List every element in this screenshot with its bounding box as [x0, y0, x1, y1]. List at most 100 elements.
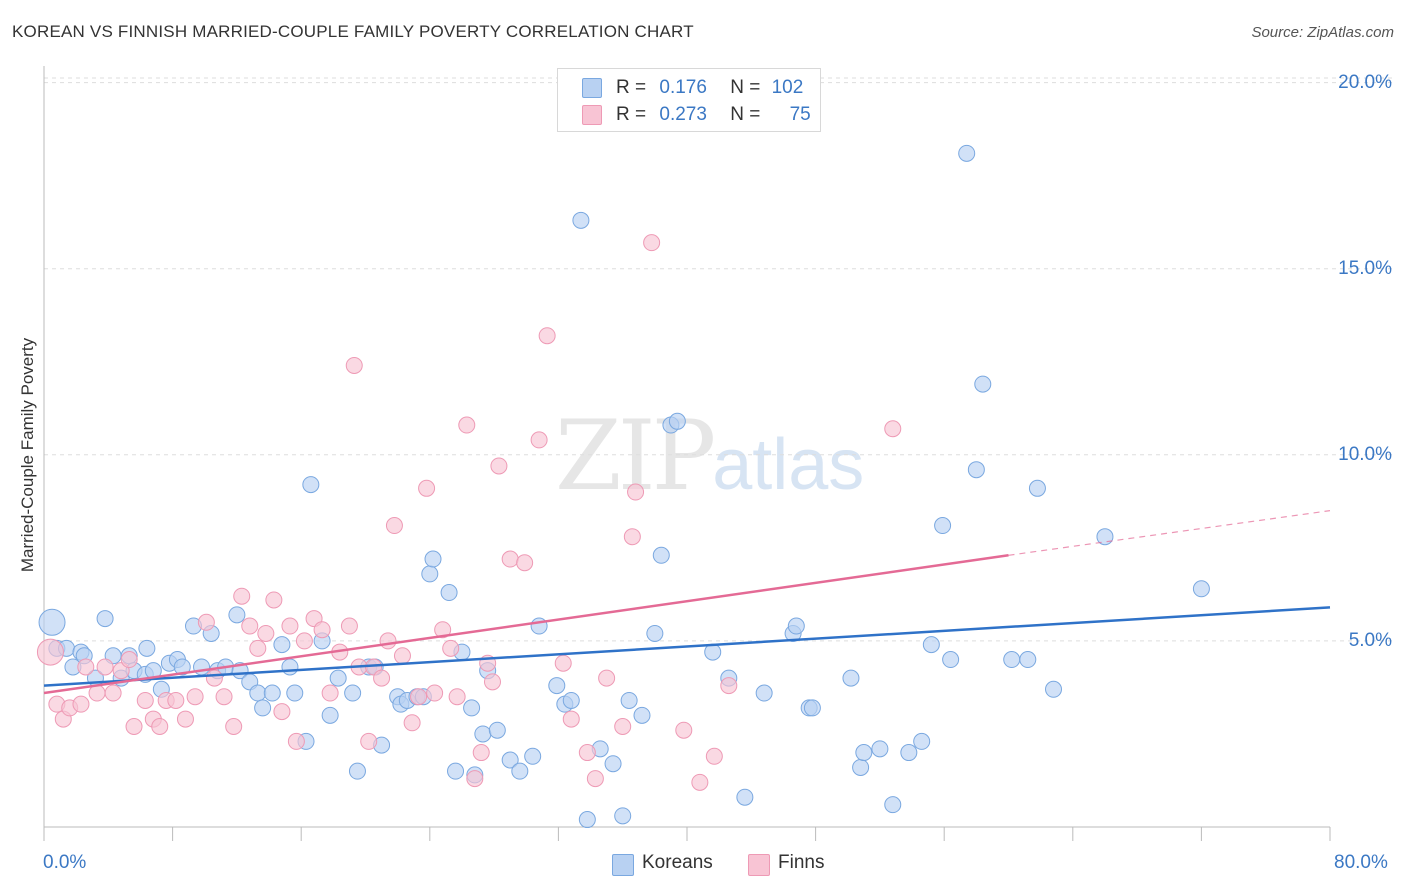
- finns-point: [403, 714, 421, 732]
- finns-point: [373, 669, 391, 687]
- finns-point: [448, 688, 466, 706]
- koreans-point: [38, 608, 66, 636]
- koreans-r-label: R =: [616, 77, 647, 98]
- finns-point: [393, 647, 411, 665]
- finns-point: [466, 770, 484, 788]
- koreans-point: [286, 684, 304, 702]
- koreans-point: [488, 721, 506, 739]
- finns-point: [36, 638, 64, 666]
- koreans-point: [173, 658, 191, 676]
- koreans-point: [474, 725, 492, 743]
- koreans-point: [281, 658, 299, 676]
- chart-title: KOREAN VS FINNISH MARRIED-COUPLE FAMILY …: [12, 22, 694, 41]
- koreans-point: [548, 677, 566, 695]
- koreans-point: [871, 740, 889, 758]
- finns-n-value: 75: [789, 104, 811, 125]
- koreans-point: [424, 550, 442, 568]
- finns-point: [313, 621, 331, 639]
- finns-point: [418, 479, 436, 497]
- finns-point: [614, 718, 632, 736]
- finns-point: [265, 591, 283, 609]
- koreans-point: [447, 762, 465, 780]
- koreans-r-value: 0.176: [659, 77, 707, 98]
- koreans-point: [524, 747, 542, 765]
- finns-n-label: N =: [730, 104, 761, 125]
- finns-trend-line: [43, 554, 1009, 695]
- x-tick-label-min: 0.0%: [43, 852, 87, 873]
- koreans-point: [329, 669, 347, 687]
- finns-point: [554, 654, 572, 672]
- koreans-point: [463, 699, 481, 717]
- koreans-point: [302, 476, 320, 494]
- koreans-point: [620, 691, 638, 709]
- finns-point: [562, 710, 580, 728]
- y-tick-label: 10.0%: [1338, 443, 1392, 465]
- finns-point: [426, 684, 444, 702]
- koreans-point: [652, 546, 670, 564]
- finns-point: [176, 710, 194, 728]
- finns-point: [360, 732, 378, 750]
- finns-point: [705, 747, 723, 765]
- finns-point: [72, 695, 90, 713]
- watermark-atlas: atlas: [712, 425, 865, 505]
- koreans-point: [755, 684, 773, 702]
- koreans-point: [1028, 479, 1046, 497]
- koreans-point: [96, 610, 114, 628]
- finns-point: [691, 773, 709, 791]
- finns-point: [340, 617, 358, 635]
- finns-point: [379, 632, 397, 650]
- finns-point: [490, 457, 508, 475]
- koreans-point: [633, 706, 651, 724]
- koreans-point: [967, 461, 985, 479]
- finns-point: [720, 677, 738, 695]
- finns-point: [472, 744, 490, 762]
- koreans-swatch: [582, 78, 602, 98]
- koreans-point: [1192, 580, 1210, 598]
- finns-point: [136, 691, 154, 709]
- koreans-point: [421, 565, 439, 583]
- koreans-point: [348, 762, 366, 780]
- koreans-point: [958, 144, 976, 162]
- correlation-legend: R = 0.176 N = 102 R = 0.273 N = 75: [557, 68, 821, 132]
- finns-point: [96, 658, 114, 676]
- koreans-point: [900, 744, 918, 762]
- finns-point: [385, 517, 403, 535]
- finns-point: [627, 483, 645, 501]
- koreans-point: [974, 375, 992, 393]
- finns-point: [295, 632, 313, 650]
- finns-point: [205, 669, 223, 687]
- koreans-point: [1003, 651, 1021, 669]
- koreans-point: [1019, 651, 1037, 669]
- finns-point: [586, 770, 604, 788]
- koreans-point: [501, 751, 519, 769]
- koreans-point: [842, 669, 860, 687]
- finns-point: [120, 651, 138, 669]
- finns-point: [516, 554, 534, 572]
- finns-point: [598, 669, 616, 687]
- koreans-point: [578, 811, 596, 829]
- finns-point: [538, 327, 556, 345]
- finns-point: [273, 703, 291, 721]
- koreans-point: [787, 617, 805, 635]
- koreans-point: [321, 706, 339, 724]
- finns-point: [458, 416, 476, 434]
- koreans-point: [942, 651, 960, 669]
- koreans-n-value: 102: [771, 77, 804, 98]
- finns-point: [675, 721, 693, 739]
- koreans-n-label: N =: [730, 77, 761, 98]
- finns-point: [287, 732, 305, 750]
- source-label: Source: ZipAtlas.com: [1251, 24, 1394, 41]
- koreans-point: [138, 639, 156, 657]
- koreans-point: [440, 584, 458, 602]
- finns-point: [345, 356, 363, 374]
- koreans-point: [668, 412, 686, 430]
- y-tick-label: 20.0%: [1338, 71, 1392, 93]
- finns-point: [321, 684, 339, 702]
- koreans-point: [922, 636, 940, 654]
- finns-point: [215, 688, 233, 706]
- finns-point: [530, 431, 548, 449]
- koreans-point: [646, 624, 664, 642]
- finns-point: [434, 621, 452, 639]
- koreans-point: [228, 606, 246, 624]
- finns-legend-label: Finns: [778, 852, 825, 873]
